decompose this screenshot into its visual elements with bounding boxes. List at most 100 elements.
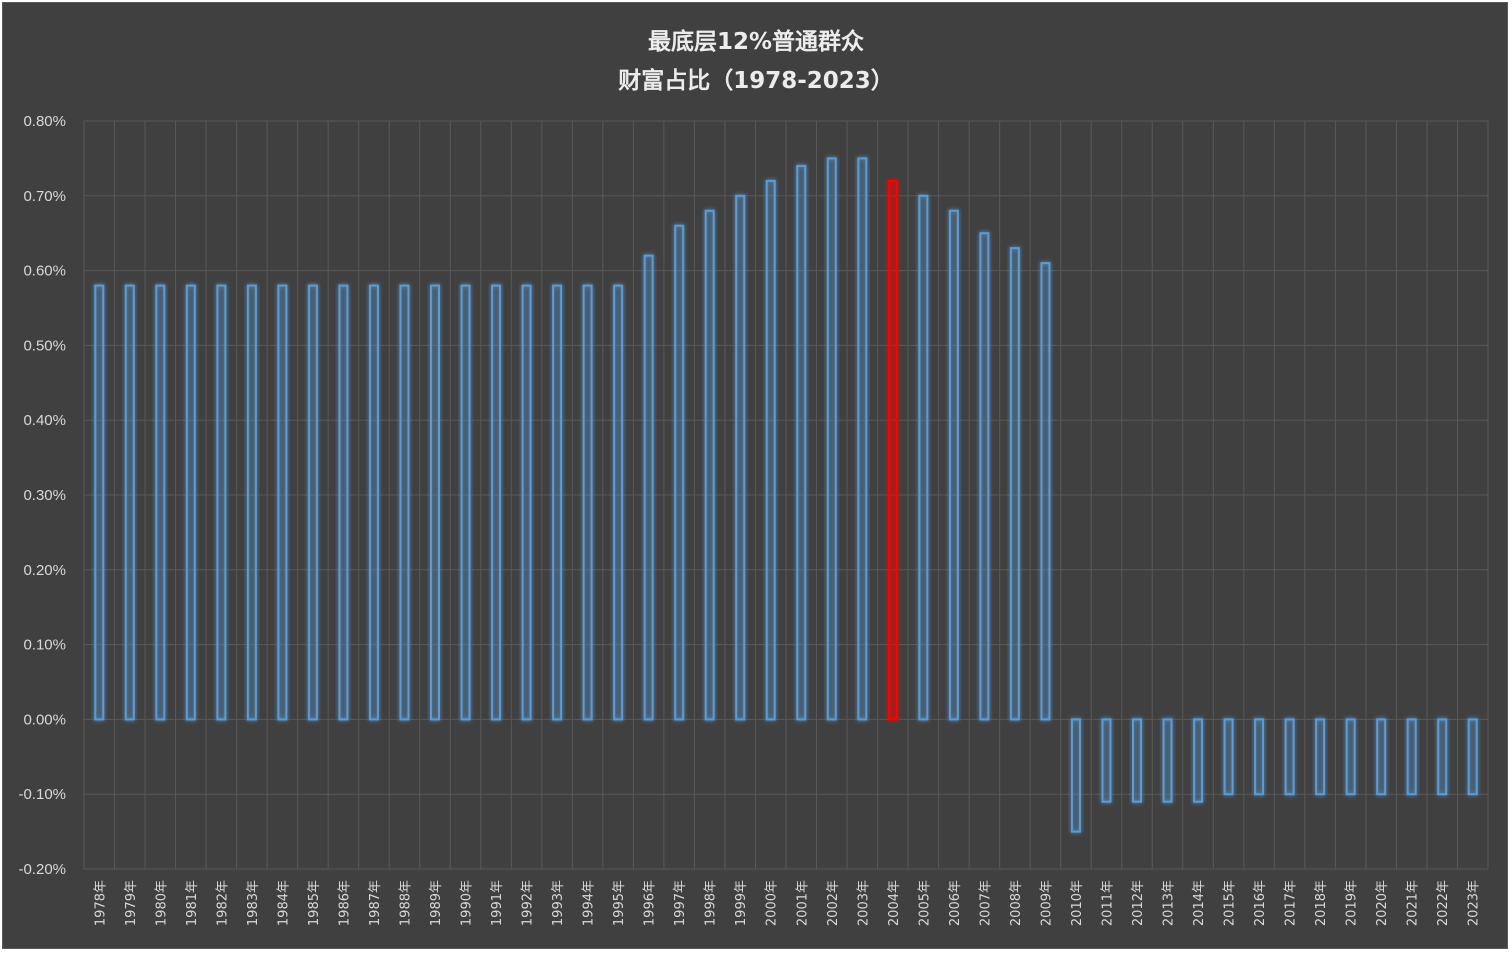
- bar: [674, 224, 685, 721]
- bar: [124, 284, 135, 721]
- bar: [735, 194, 746, 721]
- x-tick-label: 1988年: [398, 880, 413, 926]
- y-tick-label: 0.60%: [23, 263, 66, 280]
- bar: [1009, 247, 1020, 721]
- bar: [979, 232, 990, 721]
- x-tick-label: 1999年: [734, 880, 749, 926]
- y-tick-label: -0.20%: [18, 861, 66, 878]
- x-tick-label: 1980年: [154, 880, 169, 926]
- x-tick-label: 2007年: [978, 880, 993, 926]
- x-tick-label: 2013年: [1162, 880, 1177, 926]
- x-tick-label: 1994年: [582, 880, 597, 926]
- bar: [1437, 718, 1448, 796]
- x-tick-label: 2006年: [948, 880, 963, 926]
- bar: [307, 284, 318, 721]
- bar: [857, 157, 868, 721]
- x-tick-label: 1992年: [521, 880, 536, 926]
- bar: [918, 194, 929, 721]
- x-tick-label: 1989年: [429, 880, 444, 926]
- bar: [155, 284, 166, 721]
- x-tick-label: 2019年: [1345, 880, 1360, 926]
- x-tick-label: 2015年: [1223, 880, 1238, 926]
- bar: [1101, 718, 1112, 803]
- y-tick-label: 0.50%: [23, 337, 66, 354]
- bar: [1223, 718, 1234, 796]
- x-tick-label: 2022年: [1436, 880, 1451, 926]
- bar: [1467, 718, 1478, 796]
- x-tick-label: 1982年: [215, 880, 230, 926]
- x-tick-label: 1991年: [490, 880, 505, 926]
- x-tick-label: 1986年: [337, 880, 352, 926]
- bar: [1376, 718, 1387, 796]
- bar: [1040, 262, 1051, 721]
- bar-highlight: [887, 179, 898, 721]
- y-tick-label: 0.40%: [23, 412, 66, 429]
- y-tick-label: 0.80%: [23, 113, 66, 130]
- bar: [460, 284, 471, 721]
- bar: [216, 284, 227, 721]
- bar: [338, 284, 349, 721]
- bar: [430, 284, 440, 721]
- bar: [1162, 718, 1173, 803]
- x-tick-label: 2000年: [765, 880, 780, 926]
- bar: [521, 284, 532, 721]
- bar: [185, 284, 196, 721]
- bar: [277, 284, 288, 721]
- y-tick-label: 0.00%: [23, 711, 66, 728]
- x-tick-label: 1985年: [307, 880, 322, 926]
- x-tick-label: 1995年: [612, 880, 627, 926]
- bar: [1132, 718, 1142, 803]
- y-tick-label: 0.70%: [23, 188, 66, 205]
- x-tick-label: 1978年: [93, 880, 108, 926]
- x-tick-label: 2010年: [1070, 880, 1085, 926]
- bar: [1070, 718, 1081, 833]
- bar: [246, 284, 257, 721]
- bar: [1345, 718, 1356, 796]
- x-tick-label: 1981年: [185, 880, 200, 926]
- x-tick-label: 2020年: [1375, 880, 1390, 926]
- bar: [826, 157, 837, 721]
- bar: [1315, 718, 1326, 796]
- x-tick-label: 2018年: [1314, 880, 1329, 926]
- x-tick-label: 1993年: [551, 880, 566, 926]
- bar: [399, 284, 410, 721]
- x-tick-label: 2005年: [917, 880, 932, 926]
- x-tick-label: 2003年: [856, 880, 871, 926]
- bar: [582, 284, 593, 721]
- x-tick-label: 2009年: [1039, 880, 1054, 926]
- x-tick-label: 1987年: [368, 880, 383, 926]
- bar: [1284, 718, 1295, 796]
- bar: [1406, 718, 1417, 796]
- x-tick-label: 1984年: [276, 880, 291, 926]
- chart-subtitle: 财富占比（1978-2023）: [618, 68, 894, 94]
- x-tick-label: 1990年: [460, 880, 475, 926]
- bar: [552, 284, 563, 721]
- y-tick-label: -0.10%: [18, 786, 66, 803]
- bar: [704, 209, 715, 721]
- x-tick-label: 2014年: [1192, 880, 1207, 926]
- x-tick-label: 1996年: [643, 880, 658, 926]
- x-tick-label: 1998年: [704, 880, 719, 926]
- x-tick-label: 2017年: [1284, 880, 1299, 926]
- x-tick-label: 2021年: [1406, 880, 1421, 926]
- x-tick-label: 2012年: [1131, 880, 1146, 926]
- x-tick-label: 2023年: [1467, 880, 1482, 926]
- x-tick-label: 1997年: [673, 880, 688, 926]
- bar: [368, 284, 379, 721]
- bar: [491, 284, 502, 721]
- y-tick-label: 0.30%: [23, 487, 66, 504]
- bar: [643, 254, 654, 721]
- x-tick-label: 2001年: [795, 880, 810, 926]
- x-tick-label: 2011年: [1100, 880, 1115, 926]
- x-tick-label: 2008年: [1009, 880, 1024, 926]
- bar: [1254, 718, 1265, 796]
- x-tick-label: 2002年: [826, 880, 841, 926]
- bar: [94, 284, 105, 721]
- x-tick-label: 2016年: [1253, 880, 1268, 926]
- y-tick-label: 0.20%: [23, 562, 66, 579]
- x-tick-label: 1979年: [124, 880, 139, 926]
- bar: [1193, 718, 1204, 803]
- bar: [796, 164, 807, 721]
- x-tick-label: 1983年: [246, 880, 261, 926]
